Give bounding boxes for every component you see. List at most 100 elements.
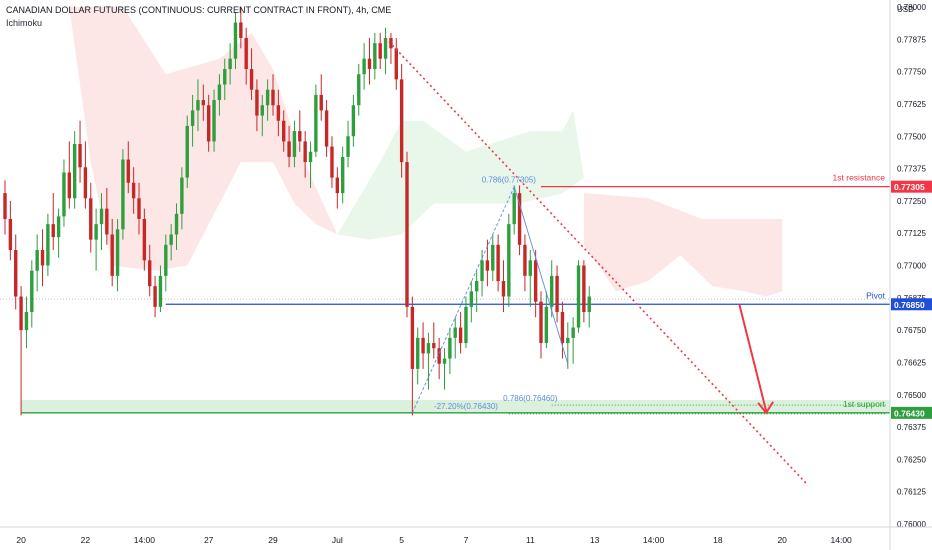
candle-body	[217, 84, 222, 101]
price-tick-label: 0.77500	[897, 132, 926, 141]
time-tick-label: 11	[526, 535, 535, 545]
candle-body	[282, 120, 286, 142]
fib-line	[411, 186, 515, 414]
candle-body	[169, 234, 173, 245]
price-tick-label: 0.78000	[897, 3, 926, 12]
candle-body	[265, 89, 270, 106]
candles	[3, 7, 591, 416]
candle-body	[458, 327, 463, 344]
candle-body	[383, 38, 388, 59]
candle-body	[212, 100, 216, 142]
candle-body	[99, 208, 104, 225]
candle-body	[148, 260, 152, 287]
candle-body	[469, 291, 474, 307]
candle-body	[501, 281, 506, 297]
candle-body	[137, 198, 141, 219]
candle-body	[115, 229, 120, 276]
projection-arrow-head	[757, 401, 774, 415]
time-tick-label: 18	[713, 535, 723, 545]
ichimoku-cloud	[69, 7, 783, 297]
time-tick-label: Jul	[332, 535, 343, 545]
candle-body	[94, 224, 98, 240]
candle-body	[410, 306, 415, 369]
candle-body	[260, 105, 264, 116]
candle-body	[491, 244, 495, 271]
candle-body	[442, 358, 447, 364]
candle-body	[105, 208, 109, 235]
candle-body	[314, 94, 318, 152]
candle-body	[110, 234, 114, 276]
time-tick-label: 27	[204, 535, 214, 545]
time-tick-label: 20	[777, 535, 787, 545]
price-badge	[891, 298, 932, 311]
candle-body	[292, 131, 297, 157]
candle-body	[485, 260, 490, 271]
candle-body	[201, 100, 206, 106]
candle-body	[394, 48, 398, 80]
candle-body	[56, 216, 61, 238]
candle-body	[512, 193, 516, 225]
level-name: 1st support	[843, 399, 886, 409]
candle-body	[67, 172, 72, 199]
candle-body	[244, 38, 248, 70]
candle-body	[539, 301, 543, 344]
candle-body	[180, 177, 184, 214]
candle-body	[142, 218, 147, 261]
candle-body	[121, 159, 125, 230]
cloud-bearish	[69, 7, 338, 271]
candle-body	[174, 213, 179, 235]
time-axis: 20 22 14:00 27 29 Jul 5 7 11 13 14:00 18 20 14:00	[0, 526, 932, 545]
candle-body	[496, 244, 500, 282]
candle-body	[51, 224, 55, 238]
indicator-label: Ichimoku	[6, 18, 43, 28]
candle-body	[330, 146, 334, 178]
candle-body	[389, 38, 393, 49]
drawings: 0.786(0.77305) 0.786(0.76460) -27.20%(0.76…	[384, 37, 886, 486]
price-tick-label: 0.77750	[897, 68, 926, 77]
candle-body	[480, 260, 484, 282]
candle-body	[528, 260, 532, 276]
candle-body	[464, 306, 468, 344]
candle-body	[8, 218, 13, 250]
candle-body	[62, 172, 66, 217]
price-tick-label: 0.76125	[897, 488, 926, 497]
candle-body	[308, 151, 313, 163]
candle-body	[576, 265, 581, 328]
candle-body	[346, 136, 350, 157]
candle-body	[324, 110, 329, 147]
candle-body	[126, 159, 130, 183]
candle-body	[571, 327, 575, 338]
candle-body	[233, 22, 238, 59]
level-name: 1st resistance	[833, 173, 886, 183]
candle-body	[196, 100, 200, 111]
candle-body	[14, 249, 18, 297]
candle-body	[517, 193, 522, 245]
candle-body	[287, 141, 291, 157]
candle-body	[555, 275, 559, 313]
candle-body	[560, 312, 565, 344]
time-tick-label: 13	[590, 535, 600, 545]
candle-body	[432, 343, 436, 349]
price-tick-label: 0.77625	[897, 100, 926, 109]
candle-body	[437, 348, 441, 364]
candle-body	[367, 58, 372, 70]
candle-body	[587, 296, 591, 313]
price-badge-label: 0.76850	[894, 300, 925, 310]
candle-body	[40, 249, 45, 266]
candle-body	[373, 43, 377, 70]
candle-body	[131, 182, 136, 199]
time-tick-label: 20	[16, 535, 26, 545]
candle-body	[153, 286, 157, 307]
candle-body	[298, 131, 302, 142]
candle-body	[158, 275, 163, 307]
candle-body	[276, 105, 281, 121]
price-tick-label: 0.76250	[897, 455, 926, 464]
price-tick-label: 0.76625	[897, 358, 926, 367]
price-badge	[891, 180, 932, 193]
candle-body	[30, 270, 34, 313]
candle-body	[46, 224, 50, 266]
candle-body	[78, 144, 82, 168]
